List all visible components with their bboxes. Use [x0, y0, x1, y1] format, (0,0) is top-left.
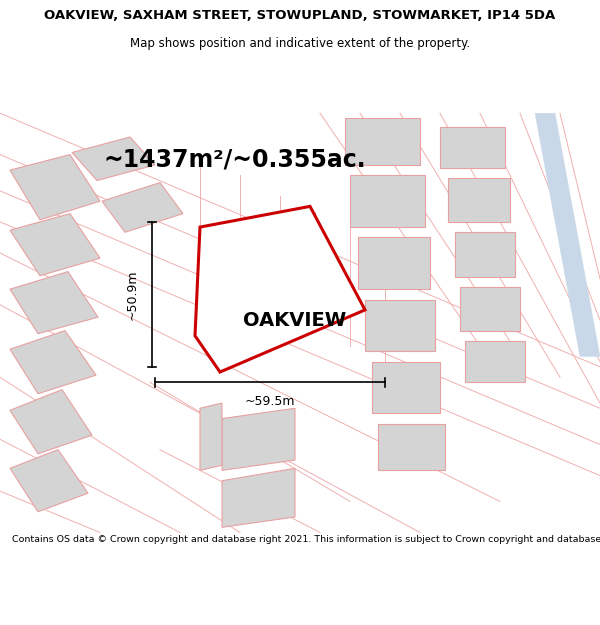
Polygon shape: [222, 468, 295, 528]
Polygon shape: [10, 154, 100, 220]
Polygon shape: [72, 137, 155, 181]
Polygon shape: [10, 214, 100, 276]
Text: OAKVIEW: OAKVIEW: [244, 311, 347, 330]
Polygon shape: [10, 389, 92, 454]
Text: Contains OS data © Crown copyright and database right 2021. This information is : Contains OS data © Crown copyright and d…: [12, 535, 600, 544]
Polygon shape: [365, 299, 435, 351]
Polygon shape: [345, 118, 420, 165]
Polygon shape: [440, 127, 505, 168]
Polygon shape: [378, 424, 445, 471]
Text: OAKVIEW, SAXHAM STREET, STOWUPLAND, STOWMARKET, IP14 5DA: OAKVIEW, SAXHAM STREET, STOWUPLAND, STOW…: [44, 9, 556, 22]
Polygon shape: [535, 113, 600, 356]
Polygon shape: [350, 175, 425, 227]
Polygon shape: [10, 272, 98, 334]
Text: ~1437m²/~0.355ac.: ~1437m²/~0.355ac.: [104, 148, 367, 172]
Polygon shape: [222, 408, 295, 471]
Polygon shape: [195, 206, 365, 372]
Text: ~59.5m: ~59.5m: [245, 394, 295, 408]
Polygon shape: [448, 178, 510, 222]
Text: Map shows position and indicative extent of the property.: Map shows position and indicative extent…: [130, 38, 470, 51]
Polygon shape: [102, 182, 183, 232]
Polygon shape: [465, 341, 525, 382]
Polygon shape: [10, 331, 96, 394]
Polygon shape: [200, 403, 222, 471]
Polygon shape: [455, 232, 515, 277]
Text: ~50.9m: ~50.9m: [125, 269, 139, 319]
Polygon shape: [372, 362, 440, 414]
Polygon shape: [358, 238, 430, 289]
Polygon shape: [460, 287, 520, 331]
Polygon shape: [10, 449, 88, 512]
